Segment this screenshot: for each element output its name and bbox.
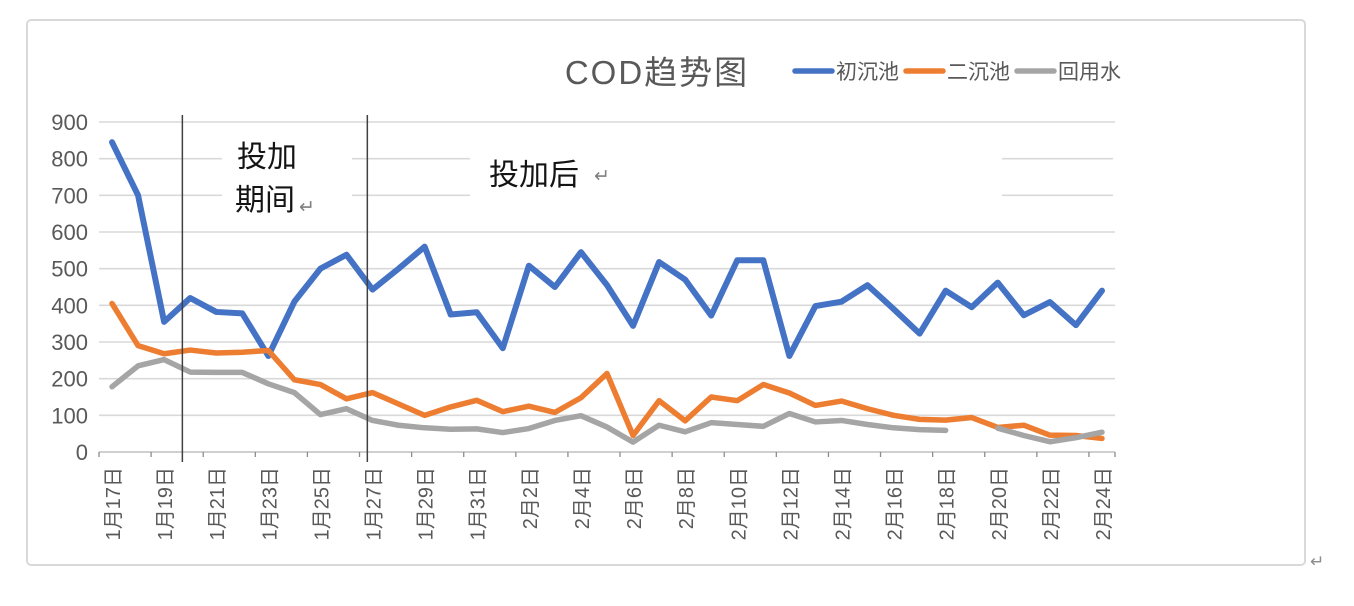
x-axis-tick-label: 1月27日: [364, 467, 386, 540]
x-axis-tick-label: 1月21日: [207, 467, 229, 540]
y-axis-tick-labels: 0 100 200 300 400 500 600 700 800 900: [51, 110, 88, 465]
x-axis-tick-label: 2月14日: [832, 467, 854, 540]
y-axis-tick-label: 0: [76, 440, 88, 465]
x-axis-tick-label: 2月18日: [937, 467, 959, 540]
legend-item-primary-tank[interactable]: 初沉池: [792, 61, 899, 84]
annotation-dosing-period-line2: 期间: [235, 184, 295, 217]
x-axis-tick-label: 1月23日: [259, 467, 281, 540]
y-axis-tick-label: 700: [51, 183, 88, 208]
x-axis-tick-label: 2月12日: [780, 467, 802, 540]
x-axis-tick-label: 2月2日: [520, 467, 542, 529]
y-axis-tick-label: 900: [51, 110, 88, 135]
x-axis-tick-label: 2月10日: [728, 467, 750, 540]
series-lines: [109, 139, 1105, 445]
legend-item-secondary-tank[interactable]: 二沉池: [903, 61, 1010, 84]
legend-label: 回用水: [1058, 61, 1121, 84]
x-axis-tick-label: 1月25日: [311, 467, 333, 540]
paragraph-return-mark-icon: ↵: [1310, 552, 1324, 571]
y-axis-tick-label: 400: [51, 293, 88, 318]
x-axis: [98, 451, 1116, 457]
y-axis-tick-label: 200: [51, 367, 88, 392]
annotation-lines: [181, 115, 369, 462]
chart-title: COD趋势图: [565, 54, 749, 91]
y-axis-tick-label: 800: [51, 147, 88, 172]
x-axis-tick-label: 2月22日: [1041, 467, 1063, 540]
y-axis-tick-label: 300: [51, 330, 88, 355]
series-line-primary-tank[interactable]: [109, 139, 1105, 359]
y-axis-tick-label: 600: [51, 220, 88, 245]
x-axis-tick-labels: 1月17日 1月19日 1月21日 1月23日 1月25日 1月27日 1月29日 1月31日…: [103, 467, 1115, 540]
x-axis-tick-label: 2月24日: [1093, 467, 1115, 540]
x-axis-tick-label: 1月19日: [155, 467, 177, 540]
annotation-dosing-period-return-icon: ↵: [299, 197, 315, 218]
annotation-dosing-period-line1: 投加: [237, 141, 297, 174]
series-line-reuse-water[interactable]: [995, 425, 1105, 445]
annotation-after-dosing-text: 投加后: [489, 159, 579, 192]
y-axis-tick-label: 500: [51, 257, 88, 282]
legend-label: 初沉池: [836, 61, 899, 84]
legend: 初沉池 二沉池 回用水: [792, 61, 1121, 84]
series-line-secondary-tank[interactable]: [109, 300, 1105, 442]
chart-border: [26, 19, 1306, 566]
x-axis-tick-label: 2月6日: [624, 467, 646, 529]
legend-label: 二沉池: [947, 61, 1010, 84]
x-axis-tick-label: 2月20日: [989, 467, 1011, 540]
y-axis-tick-label: 100: [51, 403, 88, 428]
x-axis-tick-label: 2月4日: [572, 467, 594, 529]
series-line-reuse-water[interactable]: [109, 356, 949, 445]
x-axis-tick-label: 1月31日: [468, 467, 490, 540]
annotation-after-dosing-return-icon: ↵: [594, 166, 610, 187]
x-axis-tick-label: 2月16日: [885, 467, 907, 540]
legend-item-reuse-water[interactable]: 回用水: [1014, 61, 1121, 84]
x-axis-tick-label: 2月8日: [676, 467, 698, 529]
x-axis-tick-label: 1月17日: [103, 467, 125, 540]
x-axis-tick-label: 1月29日: [416, 467, 438, 540]
